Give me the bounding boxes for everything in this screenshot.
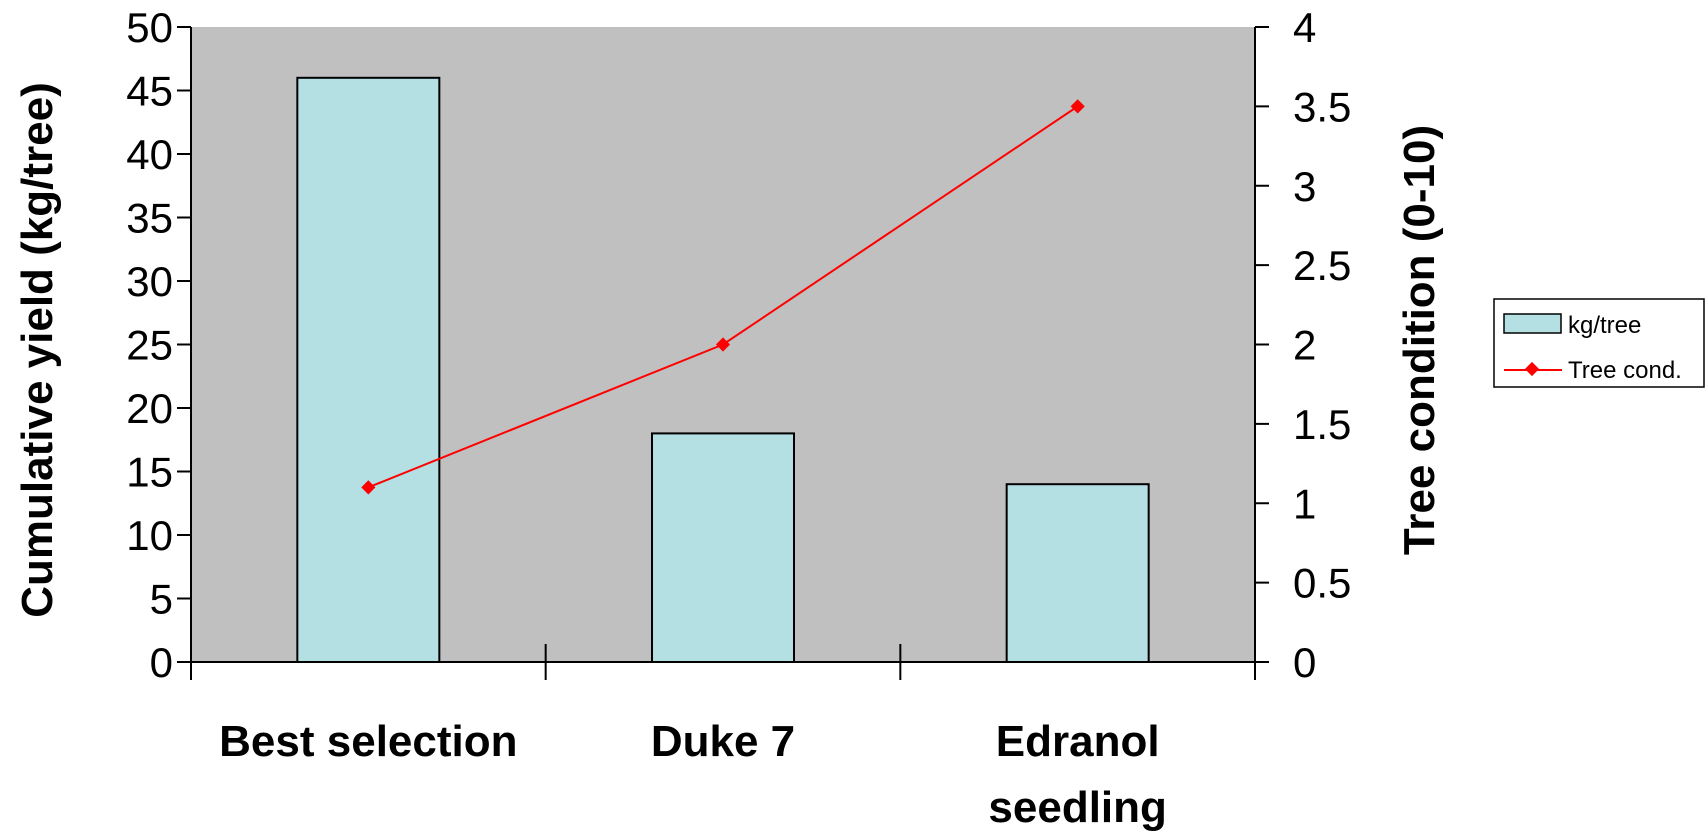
y-tick-label: 30 (126, 258, 173, 305)
y-tick-label: 5 (150, 576, 173, 623)
y-tick-label: 50 (126, 4, 173, 51)
tree-condition-point-1 (361, 480, 376, 495)
y-tick-label: 35 (126, 195, 173, 242)
tree-condition-point-2 (715, 337, 731, 352)
tree-condition-point-3 (1070, 99, 1085, 114)
y2-tick-label: 3.5 (1293, 83, 1351, 130)
x-category-label: Edranol seedling (988, 717, 1167, 832)
y-tick-label: 45 (126, 68, 173, 115)
y2-tick-label: 1.5 (1293, 401, 1351, 448)
x-category-label: Best selection (219, 717, 517, 766)
y-tick-label: 0 (150, 639, 173, 686)
legend-label-line: Tree cond. (1568, 357, 1682, 384)
bar-2 (651, 432, 795, 663)
y-tick-label: 40 (126, 131, 173, 178)
y2-axis-title: Tree condition (0-10) (1395, 125, 1444, 555)
bar-1 (296, 76, 441, 664)
y-tick-label: 10 (126, 512, 173, 559)
y2-tick-label: 0.5 (1293, 560, 1351, 607)
legend-swatch-bar (1503, 313, 1562, 334)
y2-tick-label: 3 (1293, 163, 1316, 210)
y-tick-label: 15 (126, 449, 173, 496)
bar-3 (1005, 483, 1150, 664)
y-tick-label: 20 (126, 385, 173, 432)
y-axis-title: Cumulative yield (kg/tree) (13, 82, 62, 617)
y2-tick-label: 2 (1293, 322, 1316, 369)
y2-tick-label: 2.5 (1293, 242, 1351, 289)
y2-tick-label: 0 (1293, 639, 1316, 686)
y2-tick-label: 4 (1293, 4, 1316, 51)
legend-label-bar: kg/tree (1568, 312, 1641, 339)
x-category-label: Duke 7 (651, 717, 795, 766)
legend-swatch-marker (1524, 361, 1540, 377)
y-tick-label: 25 (126, 322, 173, 369)
y2-tick-label: 1 (1293, 480, 1316, 527)
legend: kg/tree Tree cond. (1493, 298, 1705, 388)
